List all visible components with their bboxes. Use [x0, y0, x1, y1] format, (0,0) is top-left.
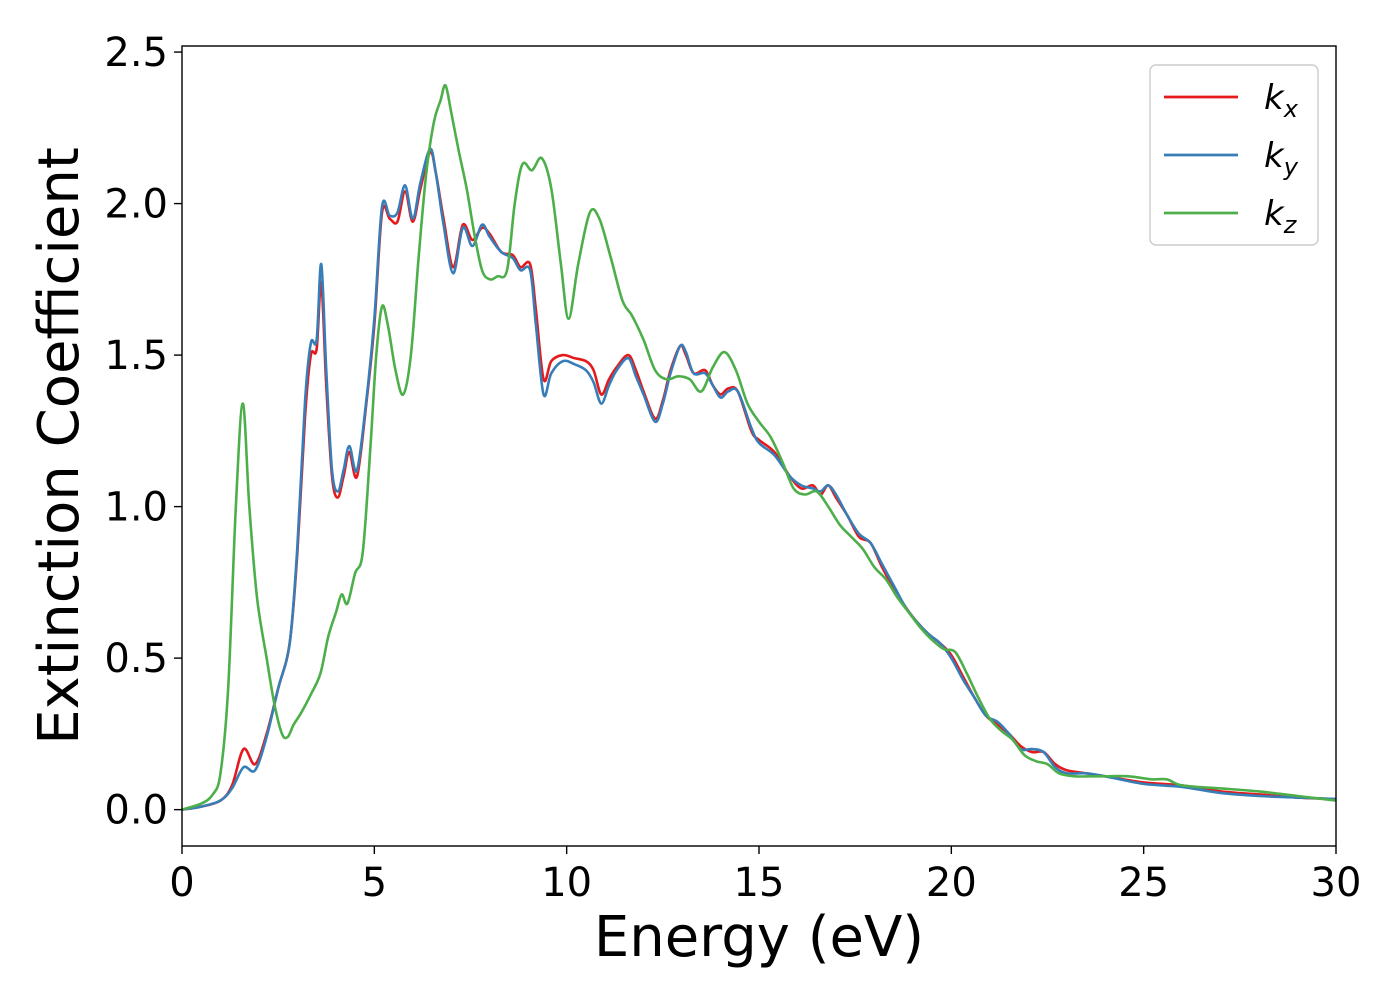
- legend-label-main: k: [1264, 78, 1285, 118]
- y-tick-label: 0.0: [104, 788, 168, 834]
- legend-label-subscript: x: [1283, 95, 1299, 123]
- series-line-ky: [182, 147, 1336, 811]
- y-axis-ticks: 0.0 0.5 1.0 1.5 2.0 2.5: [104, 30, 182, 834]
- legend-label-subscript: y: [1283, 153, 1299, 181]
- legend-label-main: k: [1264, 194, 1285, 234]
- legend-label-kz: kz: [1264, 194, 1298, 239]
- x-tick-label: 5: [362, 860, 387, 906]
- legend-label-subscript: z: [1283, 211, 1298, 239]
- legend-label-main: k: [1264, 136, 1285, 176]
- series-line-kz: [182, 83, 1336, 811]
- y-tick-label: 1.0: [104, 485, 168, 531]
- x-axis-title: Energy (eV): [594, 905, 924, 970]
- legend-label-ky: ky: [1264, 136, 1299, 181]
- series-line-kx: [182, 150, 1336, 811]
- y-axis-title: Extinction Coefficient: [27, 147, 92, 745]
- x-tick-label: 15: [734, 860, 785, 906]
- y-tick-label: 2.5: [104, 30, 168, 76]
- x-tick-label: 0: [169, 860, 194, 906]
- y-tick-label: 0.5: [104, 636, 168, 682]
- y-tick-label: 1.5: [104, 333, 168, 379]
- x-tick-label: 10: [541, 860, 592, 906]
- x-axis-ticks: 0 5 10 15 20 25 30: [169, 846, 1361, 906]
- legend-label-kx: kx: [1264, 78, 1299, 123]
- x-tick-label: 30: [1311, 860, 1362, 906]
- plot-lines: [182, 83, 1336, 811]
- y-tick-label: 2.0: [104, 182, 168, 228]
- x-tick-label: 20: [926, 860, 977, 906]
- x-tick-label: 25: [1118, 860, 1169, 906]
